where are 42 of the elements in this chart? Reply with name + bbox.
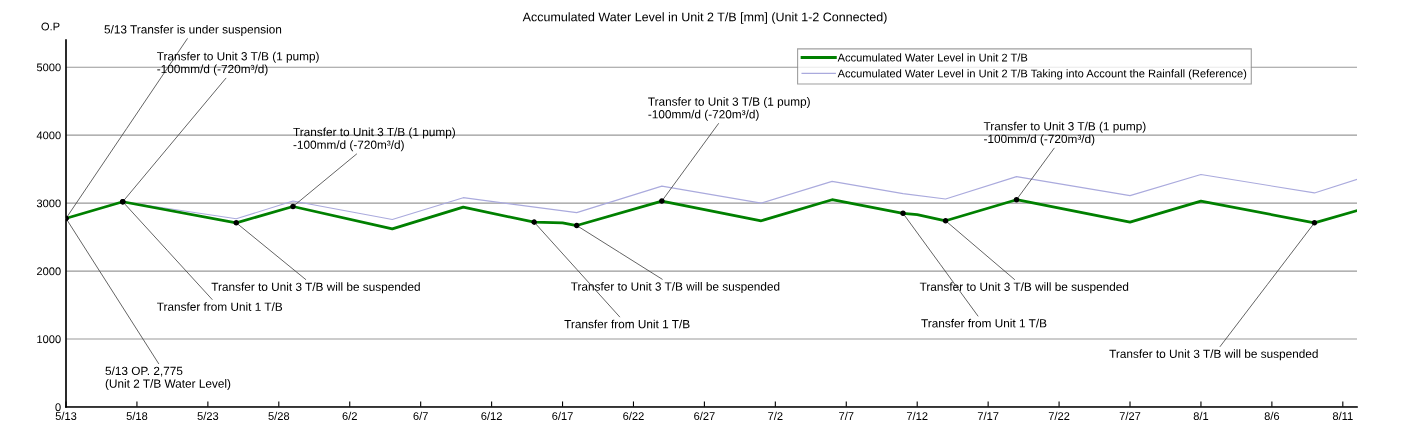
annotation: Transfer to Unit 3 T/B will be suspended xyxy=(919,282,1129,294)
x-tick-label: 6/17 xyxy=(552,411,573,421)
annotation: Transfer to Unit 3 T/B will be suspended xyxy=(211,282,420,294)
x-tick-label: 6/22 xyxy=(623,411,644,421)
annotation: Transfer to Unit 3 T/B (1 pump) -100mm/d (-720m³/d) xyxy=(648,97,810,121)
annotation: Transfer to Unit 3 T/B will be suspended xyxy=(570,282,780,294)
y-tick-label: 2000 xyxy=(36,267,61,276)
x-tick-label: 7/12 xyxy=(906,411,928,421)
x-tick-label: 5/13 xyxy=(55,411,77,421)
y-tick-label: 3000 xyxy=(36,199,61,208)
legend-label: Accumulated Water Level in Unit 2 T/B Taking into Account the Rainfall (Reference) xyxy=(837,69,1247,80)
annotation: Transfer from Unit 1 T/B xyxy=(157,302,283,311)
x-tick-label: 6/2 xyxy=(342,411,357,421)
x-tick-label: 7/27 xyxy=(1119,411,1141,421)
x-tick-label: 5/23 xyxy=(197,411,219,421)
y-axis-title: O.P xyxy=(41,22,60,31)
x-tick-label: 7/7 xyxy=(839,411,854,421)
annotation: 5/13 Transfer is under suspension xyxy=(104,24,282,36)
x-tick-label: 8/1 xyxy=(1193,411,1209,421)
annotation: Transfer to Unit 3 T/B will be suspended xyxy=(1109,349,1318,361)
annotation: Transfer to Unit 3 T/B (1 pump) -100mm/d (-720m³/d) xyxy=(157,51,319,76)
x-tick-label: 8/6 xyxy=(1264,411,1280,421)
x-tick-label: 5/18 xyxy=(126,411,148,421)
x-tick-label: 8/11 xyxy=(1332,411,1353,421)
annotation: Transfer from Unit 1 T/B xyxy=(921,318,1047,328)
x-tick-label: 5/28 xyxy=(268,411,290,421)
x-tick-label: 6/7 xyxy=(413,411,428,421)
x-tick-label: 6/12 xyxy=(481,411,502,421)
y-tick-label: 5000 xyxy=(36,63,61,72)
chart-title: Accumulated Water Level in Unit 2 T/B [mm] (Unit 1-2 Connected) xyxy=(522,12,887,24)
x-tick-label: 7/17 xyxy=(977,411,999,421)
x-tick-label: 6/27 xyxy=(694,411,715,421)
y-tick-label: 1000 xyxy=(37,335,61,344)
x-tick-label: 7/22 xyxy=(1048,411,1070,421)
y-tick-label: 0 xyxy=(55,403,61,412)
annotation: 5/13 OP. 2,775 (Unit 2 T/B Water Level) xyxy=(105,366,231,391)
y-tick-label: 4000 xyxy=(36,131,61,140)
annotation: Transfer to Unit 3 T/B (1 pump) -100mm/d (-720m³/d) xyxy=(293,127,455,152)
x-tick-label: 7/2 xyxy=(768,411,783,421)
annotation: Transfer from Unit 1 T/B xyxy=(564,319,690,329)
legend-label: Accumulated Water Level in Unit 2 T/B xyxy=(837,53,1028,62)
annotation: Transfer to Unit 3 T/B (1 pump) -100mm/d (-720m³/d) xyxy=(983,121,1146,146)
